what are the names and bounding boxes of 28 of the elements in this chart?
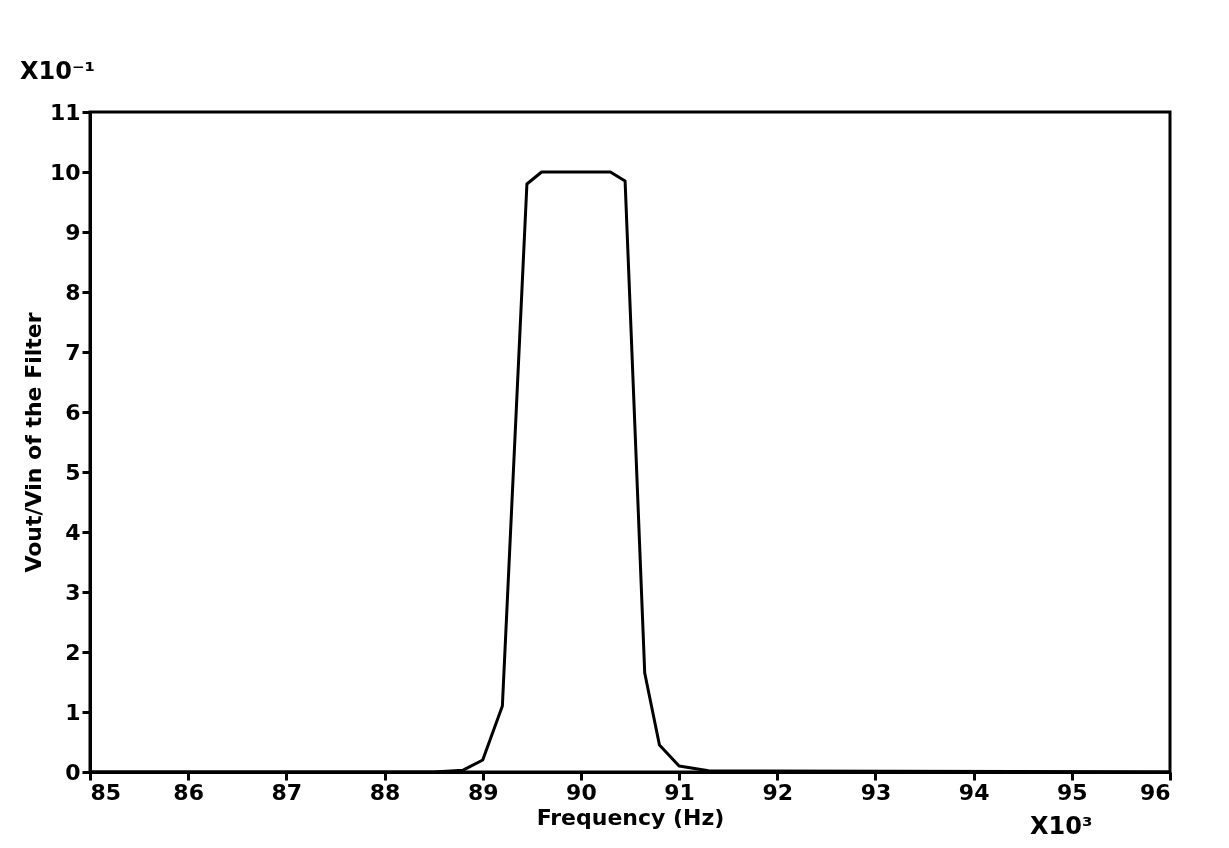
- y-tick-label: 3: [65, 579, 81, 605]
- y-tick-label: 2: [65, 639, 81, 665]
- x-axis-title: Frequency (Hz): [536, 804, 725, 830]
- y-tick-label: 9: [65, 219, 81, 245]
- y-tick-label: 7: [65, 339, 81, 365]
- y-tick-label: 6: [65, 399, 81, 425]
- y-axis-title: Vout/Vin of the Filter: [20, 312, 46, 573]
- text: X10³: [1030, 812, 1093, 840]
- y-tick-label: 0: [65, 759, 81, 785]
- x-tick-label: 93: [860, 779, 892, 805]
- y-tick-label: 10: [49, 159, 81, 185]
- x-tick-label: 89: [467, 779, 499, 805]
- x-tick-label: 94: [958, 779, 990, 805]
- x-tick-label: 90: [566, 779, 597, 805]
- y-tick-label: 8: [65, 279, 81, 305]
- x-tick-label: 91: [664, 779, 695, 805]
- x-tick-label: 96: [1139, 779, 1171, 805]
- y-tick-label: 4: [65, 519, 81, 545]
- x-tick-label: 92: [762, 779, 794, 805]
- x-tick-label: 85: [90, 779, 122, 805]
- y-tick-label: 11: [49, 99, 81, 125]
- x-tick-label: 86: [173, 779, 204, 805]
- text: X10⁻¹: [20, 57, 96, 85]
- x-tick-label: 88: [369, 779, 401, 805]
- x-tick-label: 95: [1057, 779, 1088, 805]
- y-tick-label: 5: [65, 459, 81, 485]
- x-tick-label: 87: [271, 779, 303, 805]
- y-tick-label: 1: [65, 699, 81, 725]
